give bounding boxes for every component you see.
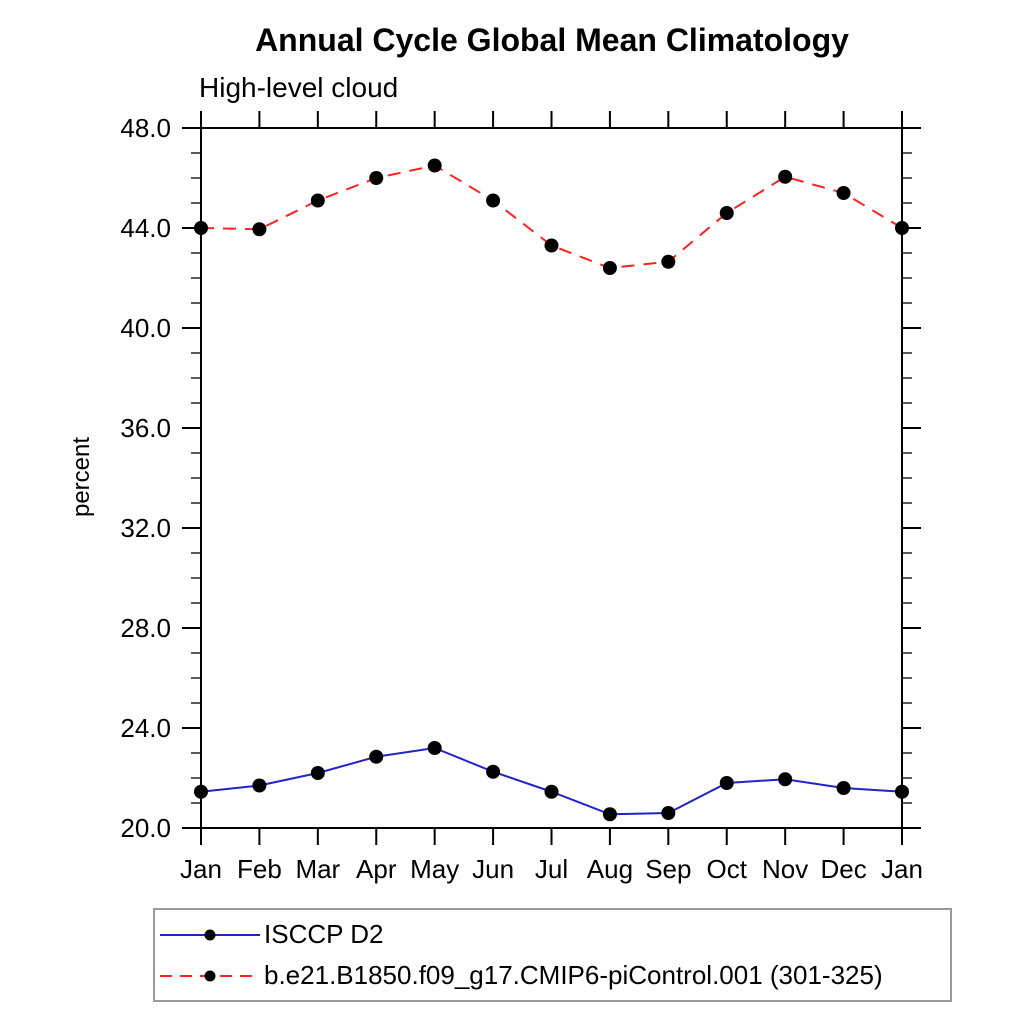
data-point-isccp-d2 [252,778,267,793]
chart-subtitle: High-level cloud [199,72,399,103]
legend-box: ISCCP D2 b.e21.B1850.f09_g17.CMIP6-piCont… [153,908,952,1002]
x-tick-label: Mar [295,854,340,884]
data-point-isccp-d2 [194,784,208,799]
data-point-cmip6-picontrol [486,193,501,208]
data-point-isccp-d2 [427,741,442,755]
data-point-cmip6-picontrol [427,158,442,173]
data-point-cmip6-picontrol [895,221,909,235]
data-point-isccp-d2 [778,772,793,787]
y-tick-label: 48.0 [120,113,171,143]
legend-label: b.e21.B1850.f09_g17.CMIP6-piControl.001 … [264,960,883,990]
data-point-cmip6-picontrol [719,206,734,220]
data-point-isccp-d2 [661,806,676,820]
data-point-isccp-d2 [486,764,501,779]
y-tick-label: 24.0 [120,713,171,743]
legend-label: ISCCP D2 [264,919,384,949]
x-tick-label: Jan [180,854,222,884]
series-line-cmip6-picontrol [200,164,903,270]
data-point-isccp-d2 [602,807,617,822]
x-tick-label: Sep [645,854,691,884]
x-tick-label: Aug [587,854,633,884]
data-point-cmip6-picontrol [602,261,617,275]
y-tick-label: 36.0 [120,413,171,443]
chart-title: Annual Cycle Global Mean Climatology [255,22,849,58]
data-point-cmip6-picontrol [369,171,384,185]
data-point-cmip6-picontrol [836,186,851,200]
data-point-isccp-d2 [544,784,559,799]
legend-line-sample [160,929,260,940]
data-point-isccp-d2 [836,781,851,795]
plot-area: 20.0 24.0 28.0 32.0 36.0 40.0 44.0 48.0 Jan Feb Ma… [120,111,923,884]
x-tick-label: Jan [881,854,923,884]
data-point-isccp-d2 [310,766,325,780]
data-point-cmip6-picontrol [194,221,208,235]
x-tick-label: May [410,854,459,884]
legend-marker-icon [204,970,216,981]
x-tick-label: Dec [820,854,866,884]
legend-item: b.e21.B1850.f09_g17.CMIP6-piControl.001 … [158,960,950,991]
data-point-isccp-d2 [895,784,909,799]
y-tick-label: 32.0 [120,513,171,543]
data-point-cmip6-picontrol [544,238,559,253]
legend-marker-icon [204,929,216,940]
series-line-isccp-d2 [200,746,903,816]
data-point-cmip6-picontrol [778,169,793,184]
y-tick-label: 28.0 [120,613,171,643]
legend-line-sample [160,970,260,981]
x-tick-label: Nov [762,854,808,884]
x-tick-label: Feb [237,854,282,884]
data-point-cmip6-picontrol [252,222,267,237]
legend-item: ISCCP D2 [158,919,950,950]
data-point-cmip6-picontrol [661,254,676,269]
y-tick-label: 44.0 [120,213,171,243]
data-point-cmip6-picontrol [310,193,325,208]
x-tick-label: Apr [356,854,397,884]
plot-frame [200,127,903,829]
x-tick-label: Jul [535,854,568,884]
x-tick-label: Jun [472,854,514,884]
y-tick-label: 20.0 [120,813,171,843]
y-tick-label: 40.0 [120,313,171,343]
data-point-isccp-d2 [369,749,384,764]
x-tick-label: Oct [707,854,748,884]
data-point-isccp-d2 [719,776,734,790]
